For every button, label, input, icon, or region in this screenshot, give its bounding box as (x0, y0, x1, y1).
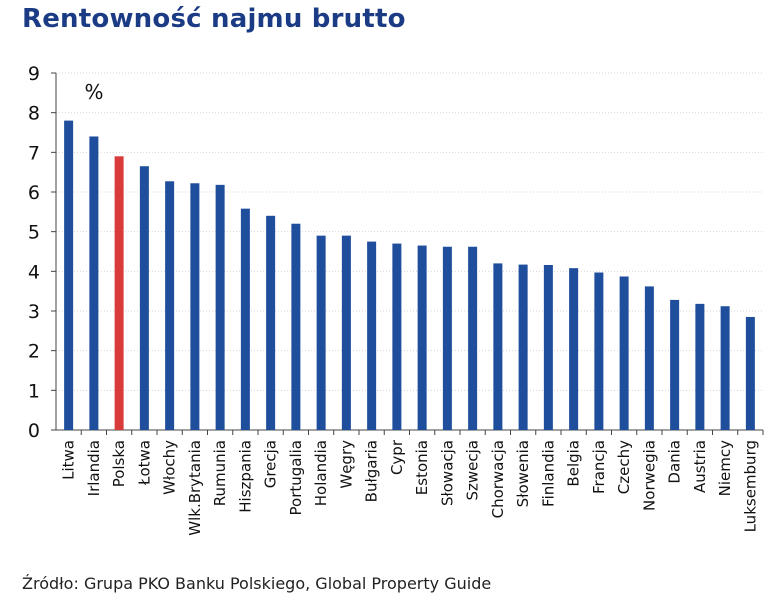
bar (240, 208, 250, 430)
x-tick-label: Łotwa (135, 440, 153, 486)
x-tick-label: Luksemburg (741, 440, 759, 532)
bar (619, 276, 629, 430)
y-tick-label: 9 (28, 63, 40, 85)
chart-title: Rentowność najmu brutto (22, 4, 406, 34)
bar (341, 235, 351, 430)
x-tick-label: Grecja (262, 440, 280, 488)
y-tick-label: 4 (28, 261, 40, 283)
bar (114, 156, 124, 431)
y-tick-label: 5 (28, 222, 40, 244)
bar (670, 299, 680, 430)
y-tick-label: 7 (28, 142, 40, 164)
bar (266, 215, 276, 430)
x-tick-label: Cypr (388, 439, 406, 475)
x-tick-label: Polska (110, 440, 128, 487)
bar (316, 235, 326, 430)
y-tick-label: 3 (28, 301, 40, 323)
bar (89, 136, 99, 430)
y-tick-label: 2 (28, 341, 40, 363)
x-tick-label: Chorwacja (489, 440, 507, 518)
bar (291, 223, 301, 430)
bar (543, 264, 553, 430)
bar (745, 316, 755, 430)
x-tick-label: Dania (666, 440, 684, 484)
y-tick-label: 8 (28, 103, 40, 125)
bar (468, 246, 478, 430)
bar (392, 243, 402, 430)
x-tick-label: Litwa (60, 440, 78, 480)
bar (518, 264, 528, 430)
bar (569, 268, 579, 430)
y-tick-label: 6 (28, 182, 40, 204)
x-tick-label: Wlk.Brytania (186, 440, 204, 536)
x-tick-label: Irlandia (85, 440, 103, 496)
x-tick-label: Rumunia (211, 440, 229, 506)
bar (190, 183, 200, 430)
bar (594, 272, 604, 430)
x-tick-label: Portugalia (287, 440, 305, 515)
x-tick-label: Belgia (565, 440, 583, 487)
bar (139, 166, 149, 430)
x-tick-label: Finlandia (539, 440, 557, 507)
x-tick-label: Francja (590, 440, 608, 494)
bar (442, 246, 452, 430)
bar (64, 120, 74, 430)
x-tick-label: Słowacja (438, 440, 456, 506)
x-tick-label: Czechy (615, 440, 633, 494)
x-tick-label: Holandia (312, 440, 330, 506)
x-tick-label: Włochy (161, 440, 179, 495)
bar (493, 263, 503, 430)
x-tick-label: Szwecja (464, 440, 482, 501)
bar (695, 303, 705, 430)
bar (215, 184, 225, 430)
x-tick-label: Norwegia (640, 440, 658, 511)
x-tick-label: Estonia (413, 440, 431, 495)
y-tick-label: 1 (28, 380, 40, 402)
y-tick-label: 0 (28, 420, 40, 442)
bar (165, 181, 175, 430)
x-tick-label: Austria (691, 440, 709, 493)
bar (417, 245, 427, 430)
x-tick-label: Węgry (337, 440, 355, 489)
bar (644, 286, 654, 430)
source-note: Źródło: Grupa PKO Banku Polskiego, Globa… (22, 574, 492, 593)
bar (367, 241, 377, 430)
unit-label: % (84, 80, 103, 104)
x-tick-label: Bułgaria (363, 440, 381, 502)
x-tick-label: Niemcy (716, 440, 734, 496)
bar (720, 306, 730, 430)
x-tick-label: Słowenia (514, 440, 532, 507)
x-tick-label: Hiszpania (236, 440, 254, 513)
